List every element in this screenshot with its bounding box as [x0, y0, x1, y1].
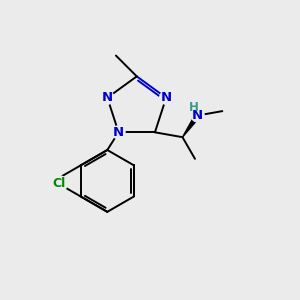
- Text: H: H: [189, 101, 199, 114]
- Text: N: N: [102, 91, 113, 104]
- Circle shape: [101, 91, 114, 104]
- Text: N: N: [160, 91, 172, 104]
- Circle shape: [51, 176, 67, 192]
- Text: N: N: [113, 126, 124, 139]
- Circle shape: [160, 91, 172, 104]
- Text: N: N: [192, 109, 203, 122]
- Circle shape: [112, 126, 125, 139]
- Polygon shape: [182, 114, 200, 137]
- Text: Cl: Cl: [52, 177, 65, 190]
- Circle shape: [191, 109, 204, 122]
